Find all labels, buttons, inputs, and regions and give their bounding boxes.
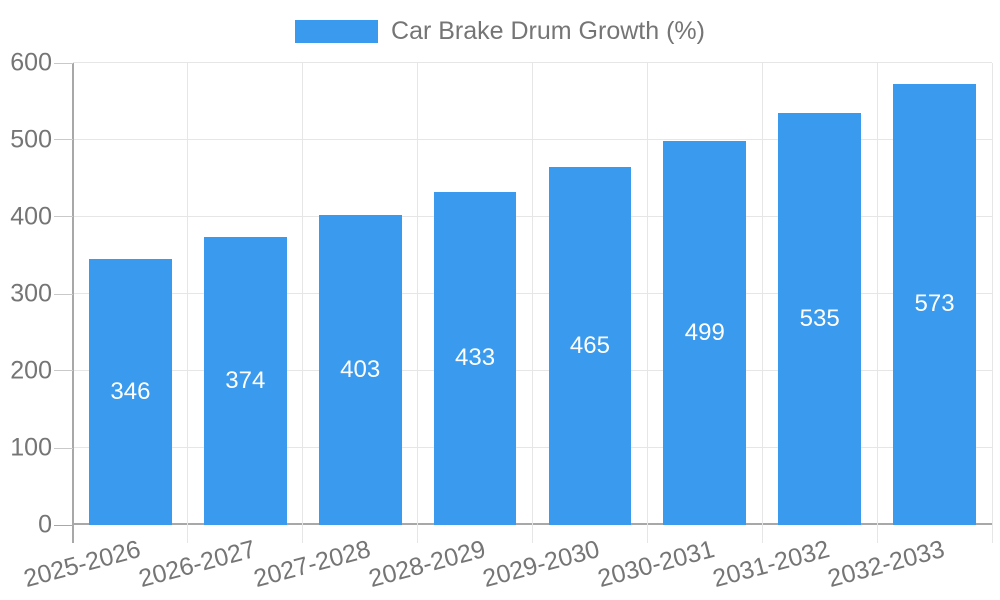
- y-tick: [54, 524, 73, 526]
- y-tick-label: 300: [10, 279, 52, 308]
- bar-value-label: 465: [569, 331, 610, 359]
- v-gridline: [991, 63, 993, 543]
- bar-value-label: 433: [455, 344, 496, 372]
- x-tick-label: 2029-2030: [480, 535, 603, 594]
- y-tick: [54, 62, 73, 64]
- x-tick-label: 2025-2026: [20, 535, 144, 594]
- bar[interactable]: 346: [89, 258, 172, 525]
- bar-cell: 465: [533, 63, 648, 525]
- v-gridline: [302, 63, 304, 543]
- x-tick-label: 2026-2027: [135, 535, 259, 594]
- y-tick-label: 400: [10, 202, 52, 231]
- y-tick-label: 100: [10, 433, 52, 462]
- x-tick-label: 2030-2031: [595, 535, 718, 594]
- legend-swatch: [295, 20, 379, 44]
- y-tick: [54, 293, 73, 295]
- y-tick-label: 500: [10, 125, 52, 154]
- x-tick-label: 2028-2029: [365, 535, 489, 594]
- v-gridline: [187, 63, 189, 543]
- bar-cell: 403: [303, 63, 418, 525]
- bar-cell: 499: [647, 63, 762, 525]
- bar[interactable]: 403: [318, 214, 402, 525]
- y-tick-label: 0: [38, 510, 52, 539]
- y-tick-label: 600: [10, 48, 52, 77]
- bar[interactable]: 573: [893, 83, 976, 525]
- y-tick: [54, 447, 73, 449]
- y-tick-label: 200: [10, 356, 52, 385]
- v-gridline: [532, 63, 533, 543]
- bar[interactable]: 499: [663, 140, 747, 525]
- bar-value-label: 499: [684, 318, 725, 346]
- legend[interactable]: Car Brake Drum Growth (%): [0, 17, 1000, 46]
- y-axis: 0 100 200 300 400 500 600: [0, 50, 73, 537]
- bar-cell: 374: [188, 63, 303, 525]
- bar-cell: 433: [418, 63, 533, 525]
- y-tick: [54, 139, 73, 141]
- legend-label: Car Brake Drum Growth (%): [391, 17, 705, 45]
- plot-area: 346 374 403 433 465 499 535 573: [72, 62, 993, 543]
- x-tick-label: 2031-2032: [709, 535, 833, 594]
- v-gridline: [646, 63, 648, 543]
- bar-cell: 573: [877, 63, 992, 525]
- bar[interactable]: 374: [203, 237, 287, 525]
- v-gridline: [761, 63, 763, 543]
- v-gridline: [876, 63, 878, 543]
- bar-value-label: 403: [340, 355, 381, 383]
- bar-value-label: 535: [799, 305, 840, 333]
- y-axis-line: [72, 63, 74, 543]
- x-tick-label: 2032-2033: [824, 535, 948, 594]
- bar-cell: 346: [73, 63, 188, 525]
- x-tick-label: 2027-2028: [250, 535, 374, 594]
- bar-cell: 535: [762, 63, 877, 525]
- v-gridline: [417, 63, 419, 543]
- bar-value-label: 374: [225, 367, 266, 395]
- bar[interactable]: 535: [778, 113, 862, 525]
- bar[interactable]: 433: [433, 191, 517, 525]
- x-axis: 2025-2026 2026-2027 2027-2028 2028-2029 2029…: [21, 535, 992, 600]
- y-tick: [54, 216, 73, 218]
- bar-value-label: 573: [914, 290, 955, 318]
- bar-value-label: 346: [110, 377, 151, 405]
- bar[interactable]: 465: [548, 166, 632, 525]
- y-tick: [54, 370, 73, 372]
- h-gridline: [73, 62, 992, 63]
